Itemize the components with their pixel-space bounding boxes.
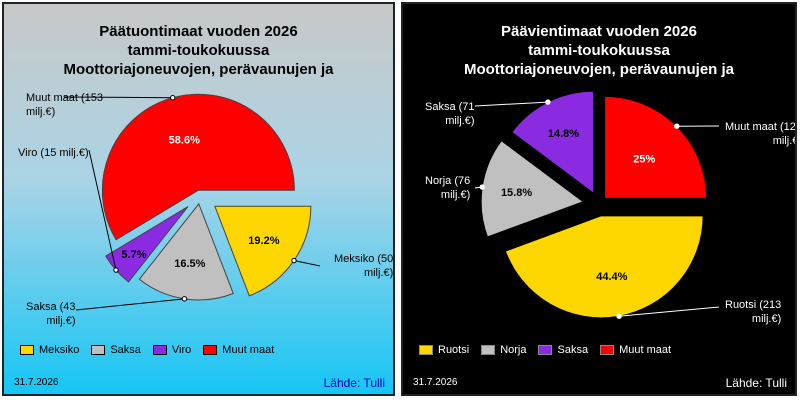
pie-percent-label: 5.7%	[121, 249, 146, 261]
leader-line	[88, 149, 117, 271]
pie-percent-label: 25%	[633, 154, 655, 166]
legend-swatch	[600, 345, 615, 355]
chart-legend: Meksiko Saksa Viro Muut maat	[20, 344, 286, 356]
annotation-norja-line-1: Norja (76	[425, 175, 471, 187]
pie-percent-label: 58.6%	[169, 134, 200, 146]
leader-line	[293, 260, 321, 267]
annotation-muut-maat-line-2: milj.€)	[772, 135, 795, 147]
annotation-ruotsi-line-2: milj.€)	[751, 313, 782, 325]
import-pie-chart: 19.2% 16.5% 5.7% 58.6%	[63, 93, 321, 311]
annotation-norja-line-2: milj.€)	[440, 189, 471, 201]
leader-dot	[291, 257, 297, 264]
pie-slice-muut-maat	[604, 95, 708, 199]
annotation-norja: Norja (76 milj.€)	[425, 174, 470, 202]
chart-date: 31.7.2026	[413, 377, 458, 388]
title-line-3: Moottoriajoneuvojen, perävaunujen ja	[463, 61, 735, 78]
leader-line	[63, 96, 173, 99]
annotation-meksiko-line-2: milj.€)	[363, 267, 394, 279]
annotation-viro-line-1: Viro (15 milj.€)	[18, 147, 89, 159]
pie-percent-label: 15.8%	[501, 187, 532, 199]
leader-line	[75, 298, 185, 311]
pie-percent-label: 44.4%	[596, 271, 627, 283]
annotation-viro: Viro (15 milj.€)	[18, 146, 89, 160]
legend-label: Norja	[500, 344, 527, 356]
legend-item: Muut maat	[203, 344, 274, 356]
pie-percent-label: 19.2%	[248, 235, 279, 247]
legend-swatch	[203, 345, 218, 355]
legend-label: Saksa	[557, 344, 589, 356]
annotation-saksa: Saksa (43 milj.€)	[26, 300, 76, 328]
legend-swatch	[91, 345, 106, 355]
annotation-ruotsi: Ruotsi (213 milj.€)	[725, 298, 781, 326]
leader-dot	[181, 296, 188, 302]
chart-title: Päävientimaat vuoden 2026 tammi-toukokuu…	[403, 22, 795, 79]
legend-item: Norja	[481, 344, 526, 356]
leader-dot	[545, 99, 551, 105]
leader-dot	[616, 313, 622, 319]
annotation-saksa: Saksa (71 milj.€)	[425, 100, 475, 128]
legend-item: Muut maat	[600, 344, 671, 356]
export-pie-chart: 44.4% 15.8% 14.8% 25%	[474, 90, 720, 319]
chart-title: Päätuontimaat vuoden 2026 tammi-toukokuu…	[4, 22, 393, 79]
annotation-muut-maat: Muut maat (153 milj.€)	[26, 91, 103, 119]
chart-source: Lähde: Tulli	[725, 376, 787, 390]
legend-label: Muut maat	[222, 344, 275, 356]
annotation-muut-maat-line-1: Muut maat (153	[26, 92, 104, 104]
legend-item: Ruotsi	[419, 344, 469, 356]
chart-date: 31.7.2026	[14, 377, 59, 388]
legend-swatch	[481, 345, 496, 355]
legend-swatch	[20, 345, 34, 355]
legend-label: Meksiko	[39, 344, 80, 356]
legend-swatch	[419, 345, 433, 355]
title-line-2: tammi-toukokuussa	[528, 42, 670, 59]
annotation-meksiko-line-1: Meksiko (50	[334, 253, 394, 265]
annotation-saksa-line-1: Saksa (71	[425, 101, 475, 113]
legend-label: Viro	[171, 344, 192, 356]
import-chart-panel: Päätuontimaat vuoden 2026 tammi-toukokuu…	[2, 2, 395, 396]
annotation-saksa-line-1: Saksa (43	[26, 301, 76, 313]
annotation-saksa-line-2: milj.€)	[445, 115, 475, 127]
legend-swatch	[152, 345, 167, 355]
annotation-meksiko: Meksiko (50 milj.€)	[334, 252, 393, 280]
annotation-muut-maat-line-1: Muut maat (120	[725, 121, 797, 133]
chart-legend: Ruotsi Norja Saksa Muut maat	[419, 344, 683, 356]
pie-percent-label: 14.8%	[548, 128, 579, 140]
legend-item: Saksa	[91, 344, 141, 356]
pie-percent-label: 16.5%	[174, 258, 205, 270]
chart-source: Lähde: Tulli	[323, 376, 385, 390]
legend-item: Viro	[152, 344, 192, 356]
legend-item: Saksa	[538, 344, 588, 356]
legend-label: Saksa	[110, 344, 141, 356]
pie-slice-ruotsi	[504, 215, 704, 319]
leader-dot	[113, 267, 119, 273]
leader-dot	[674, 123, 680, 129]
title-line-1: Päätuontimaat vuoden 2026	[99, 23, 298, 40]
legend-swatch	[538, 345, 553, 355]
title-line-3: Moottoriajoneuvojen, perävaunujen ja	[63, 61, 334, 78]
title-line-2: tammi-toukokuussa	[127, 42, 270, 59]
annotation-muut-maat-line-2: milj.€)	[26, 106, 56, 118]
annotation-saksa-line-2: milj.€)	[46, 315, 76, 327]
legend-label: Muut maat	[619, 344, 672, 356]
legend-item: Meksiko	[20, 344, 79, 356]
leader-dot	[479, 184, 485, 190]
export-chart-panel: Päävientimaat vuoden 2026 tammi-toukokuu…	[401, 2, 797, 396]
annotation-muut-maat: Muut maat (120 milj.€)	[725, 120, 797, 148]
leader-dot	[170, 95, 176, 101]
annotation-ruotsi-line-1: Ruotsi (213	[725, 299, 782, 311]
title-line-1: Päävientimaat vuoden 2026	[501, 23, 697, 40]
leader-line	[474, 101, 548, 107]
legend-label: Ruotsi	[438, 344, 470, 356]
leader-line	[618, 306, 720, 317]
